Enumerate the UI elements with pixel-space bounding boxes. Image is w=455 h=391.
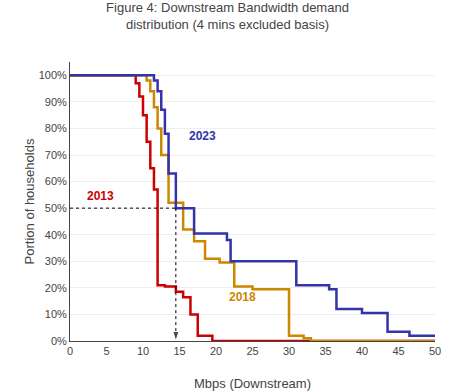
svg-text:40: 40: [356, 345, 368, 357]
svg-text:15: 15: [173, 345, 185, 357]
svg-text:20%: 20%: [45, 282, 67, 294]
svg-text:80%: 80%: [45, 122, 67, 134]
svg-text:100%: 100%: [39, 69, 67, 81]
svg-text:Portion of households: Portion of households: [22, 138, 37, 264]
svg-text:30%: 30%: [45, 255, 67, 267]
svg-text:2018: 2018: [229, 290, 256, 304]
svg-text:5: 5: [103, 345, 109, 357]
svg-text:2013: 2013: [87, 189, 114, 203]
svg-text:Figure 4: Downstream Bandwidth: Figure 4: Downstream Bandwidth demanddis…: [106, 0, 349, 32]
svg-text:35: 35: [319, 345, 331, 357]
svg-text:25: 25: [246, 345, 258, 357]
svg-text:Mbps (Downstream): Mbps (Downstream): [194, 376, 311, 391]
svg-text:70%: 70%: [45, 149, 67, 161]
svg-text:0: 0: [67, 345, 73, 357]
svg-text:50%: 50%: [45, 202, 67, 214]
svg-text:10%: 10%: [45, 308, 67, 320]
svg-text:50: 50: [429, 345, 441, 357]
svg-text:2023: 2023: [189, 129, 216, 143]
svg-text:40%: 40%: [45, 229, 67, 241]
svg-text:30: 30: [283, 345, 295, 357]
svg-text:20: 20: [210, 345, 222, 357]
svg-text:60%: 60%: [45, 175, 67, 187]
svg-text:90%: 90%: [45, 96, 67, 108]
svg-text:45: 45: [392, 345, 404, 357]
svg-text:10: 10: [137, 345, 149, 357]
svg-text:0%: 0%: [51, 335, 67, 347]
